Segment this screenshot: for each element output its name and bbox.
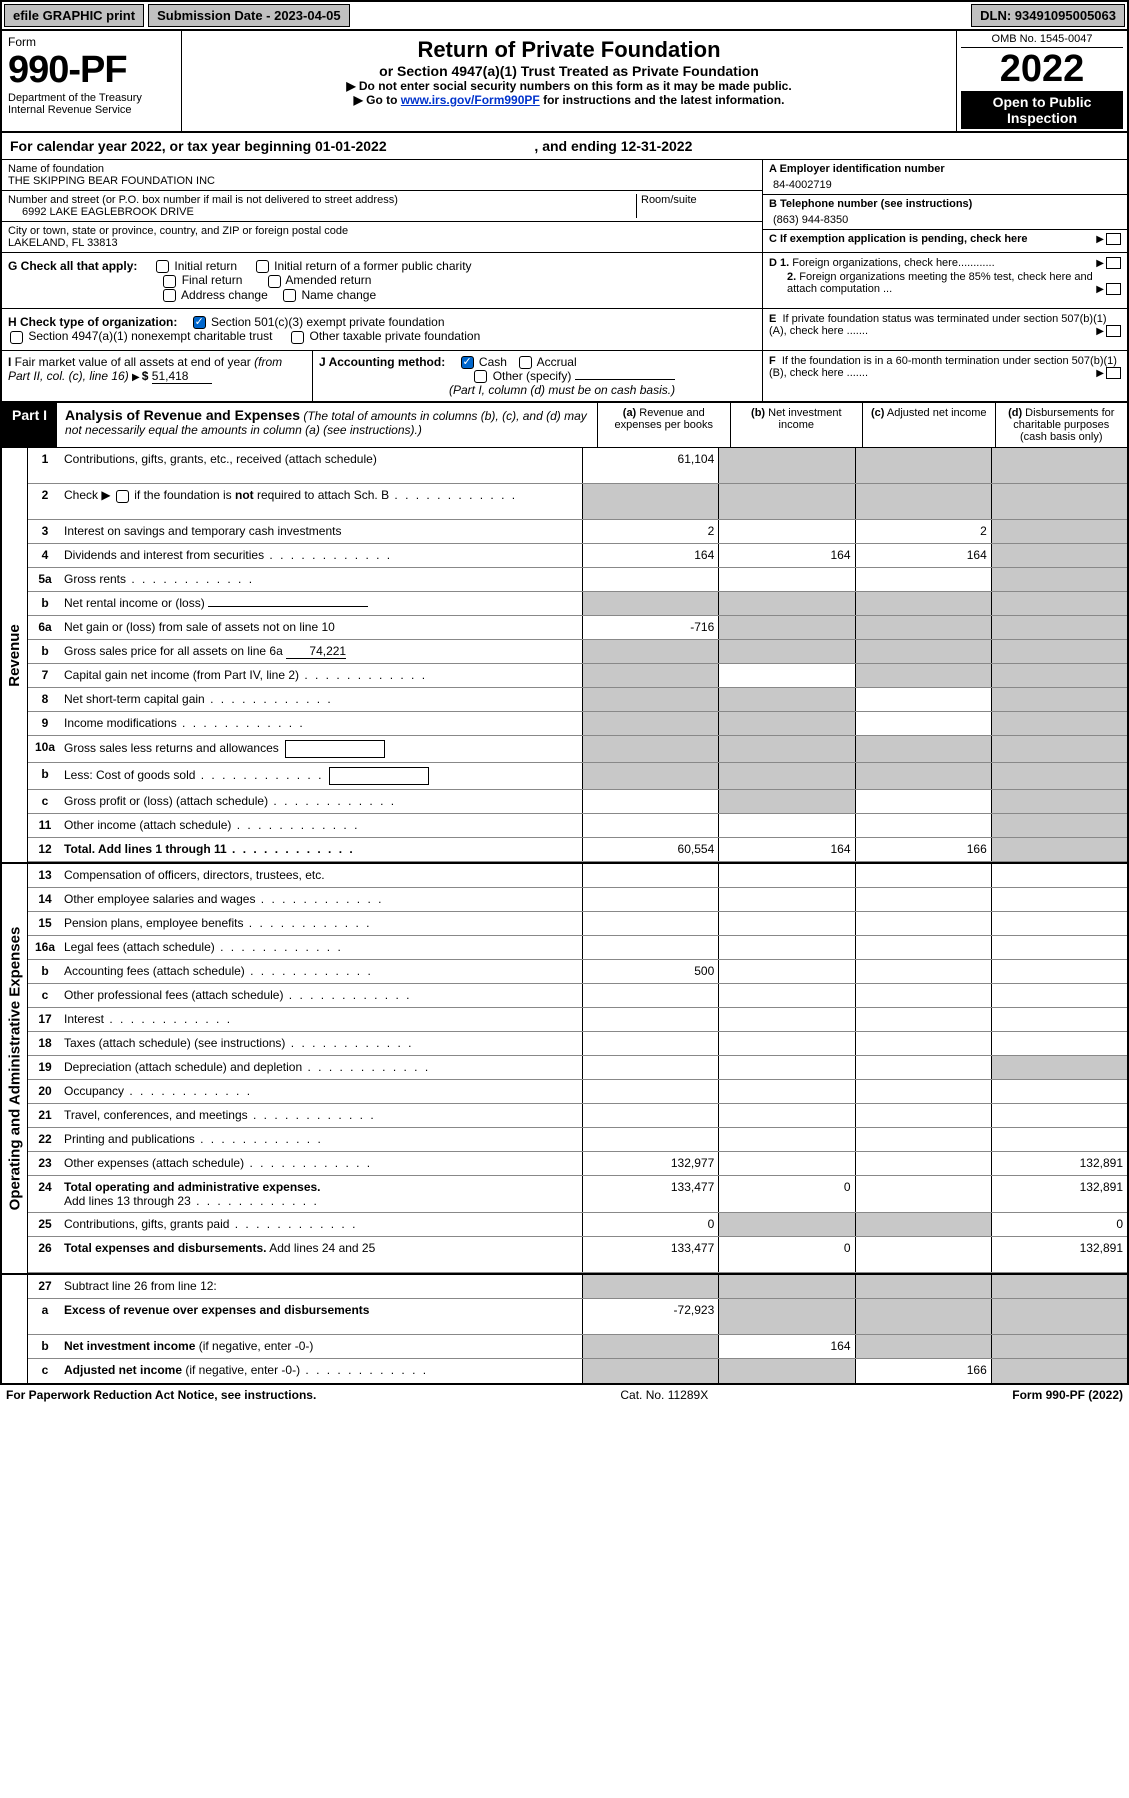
phone-label: B Telephone number (see instructions) bbox=[769, 198, 1121, 210]
city-value: LAKELAND, FL 33813 bbox=[8, 237, 756, 249]
g-label: G Check all that apply: bbox=[8, 259, 137, 273]
address-change-checkbox[interactable] bbox=[163, 289, 176, 302]
j-note: (Part I, column (d) must be on cash basi… bbox=[319, 383, 675, 397]
ein-value: 84-4002719 bbox=[769, 175, 1121, 191]
amended-return-checkbox[interactable] bbox=[268, 275, 281, 288]
initial-former-checkbox[interactable] bbox=[256, 260, 269, 273]
501c3-checkbox[interactable] bbox=[193, 316, 206, 329]
form-footer-label: Form 990-PF (2022) bbox=[1012, 1388, 1123, 1402]
irs-label: Internal Revenue Service bbox=[8, 104, 175, 116]
submission-date: Submission Date - 2023-04-05 bbox=[148, 4, 350, 27]
instr-goto: ▶ Go to www.irs.gov/Form990PF for instru… bbox=[188, 93, 950, 107]
f-checkbox[interactable] bbox=[1106, 367, 1121, 379]
initial-return-checkbox[interactable] bbox=[156, 260, 169, 273]
name-change-checkbox[interactable] bbox=[283, 289, 296, 302]
city-label: City or town, state or province, country… bbox=[8, 225, 756, 237]
d1-checkbox[interactable] bbox=[1106, 257, 1121, 269]
form-label: Form bbox=[8, 35, 175, 49]
room-label: Room/suite bbox=[641, 194, 756, 206]
fmv-value: 51,418 bbox=[152, 369, 212, 384]
address-value: 6992 LAKE EAGLEBROOK DRIVE bbox=[8, 206, 636, 218]
d1-label: D 1. D 1. Foreign organizations, check h… bbox=[769, 257, 1121, 269]
part1-title: Analysis of Revenue and Expenses bbox=[65, 407, 300, 423]
page-footer: For Paperwork Reduction Act Notice, see … bbox=[0, 1385, 1129, 1405]
e-checkbox[interactable] bbox=[1106, 325, 1121, 337]
dln-number: DLN: 93491095005063 bbox=[971, 4, 1125, 27]
cash-checkbox[interactable] bbox=[461, 356, 474, 369]
4947-checkbox[interactable] bbox=[10, 331, 23, 344]
h-label: H Check type of organization: bbox=[8, 315, 177, 329]
cat-no: Cat. No. 11289X bbox=[620, 1388, 708, 1402]
paperwork-notice: For Paperwork Reduction Act Notice, see … bbox=[6, 1388, 316, 1402]
final-return-checkbox[interactable] bbox=[163, 275, 176, 288]
section-g-d: G Check all that apply: Initial return I… bbox=[0, 253, 1129, 309]
section-h-e: H Check type of organization: Section 50… bbox=[0, 309, 1129, 351]
foundation-info-grid: Name of foundation THE SKIPPING BEAR FOU… bbox=[0, 160, 1129, 253]
d2-label: 2. Foreign organizations meeting the 85%… bbox=[769, 269, 1121, 295]
form-header: Form 990-PF Department of the Treasury I… bbox=[0, 29, 1129, 133]
efile-topbar: efile GRAPHIC print Submission Date - 20… bbox=[0, 0, 1129, 29]
foundation-name: THE SKIPPING BEAR FOUNDATION INC bbox=[8, 175, 756, 187]
exemption-pending-label: C If exemption application is pending, c… bbox=[769, 233, 1028, 245]
irs-link[interactable]: www.irs.gov/Form990PF bbox=[401, 93, 540, 107]
ein-label: A Employer identification number bbox=[769, 163, 1121, 175]
form-subtitle: or Section 4947(a)(1) Trust Treated as P… bbox=[188, 63, 950, 79]
revenue-section: Revenue 1Contributions, gifts, grants, e… bbox=[0, 448, 1129, 862]
name-label: Name of foundation bbox=[8, 163, 756, 175]
efile-print-button[interactable]: efile GRAPHIC print bbox=[4, 4, 144, 27]
part1-header: Part I Analysis of Revenue and Expenses … bbox=[0, 403, 1129, 448]
line-27-section: 27Subtract line 26 from line 12: aExcess… bbox=[0, 1273, 1129, 1385]
d2-checkbox[interactable] bbox=[1106, 283, 1121, 295]
expenses-side-label: Operating and Administrative Expenses bbox=[2, 864, 28, 1273]
exemption-checkbox[interactable] bbox=[1106, 233, 1121, 245]
instr-ssn: ▶ Do not enter social security numbers o… bbox=[188, 79, 950, 93]
col-d-header: (d) Disbursements for charitable purpose… bbox=[995, 403, 1128, 447]
r1-a: 61,104 bbox=[582, 448, 718, 483]
calendar-year-row: For calendar year 2022, or tax year begi… bbox=[0, 133, 1129, 160]
col-a-header: (a) Revenue and expenses per books bbox=[597, 403, 730, 447]
section-i-j-f: I Fair market value of all assets at end… bbox=[0, 351, 1129, 404]
open-public-badge: Open to Public Inspection bbox=[961, 91, 1123, 129]
revenue-side-label: Revenue bbox=[2, 448, 28, 862]
col-c-header: (c) Adjusted net income bbox=[862, 403, 995, 447]
form-title: Return of Private Foundation bbox=[188, 37, 950, 63]
schb-checkbox[interactable] bbox=[116, 490, 129, 503]
phone-value: (863) 944-8350 bbox=[769, 210, 1121, 226]
other-method-checkbox[interactable] bbox=[474, 370, 487, 383]
expenses-section: Operating and Administrative Expenses 13… bbox=[0, 862, 1129, 1273]
address-label: Number and street (or P.O. box number if… bbox=[8, 194, 636, 206]
omb-number: OMB No. 1545-0047 bbox=[961, 33, 1123, 48]
tax-year: 2022 bbox=[961, 48, 1123, 91]
part1-label: Part I bbox=[2, 403, 57, 447]
j-label: J Accounting method: bbox=[319, 355, 445, 369]
accrual-checkbox[interactable] bbox=[519, 356, 532, 369]
form-number: 990-PF bbox=[8, 49, 175, 92]
other-taxable-checkbox[interactable] bbox=[291, 331, 304, 344]
col-b-header: (b) Net investment income bbox=[730, 403, 863, 447]
dept-treasury: Department of the Treasury bbox=[8, 92, 175, 104]
